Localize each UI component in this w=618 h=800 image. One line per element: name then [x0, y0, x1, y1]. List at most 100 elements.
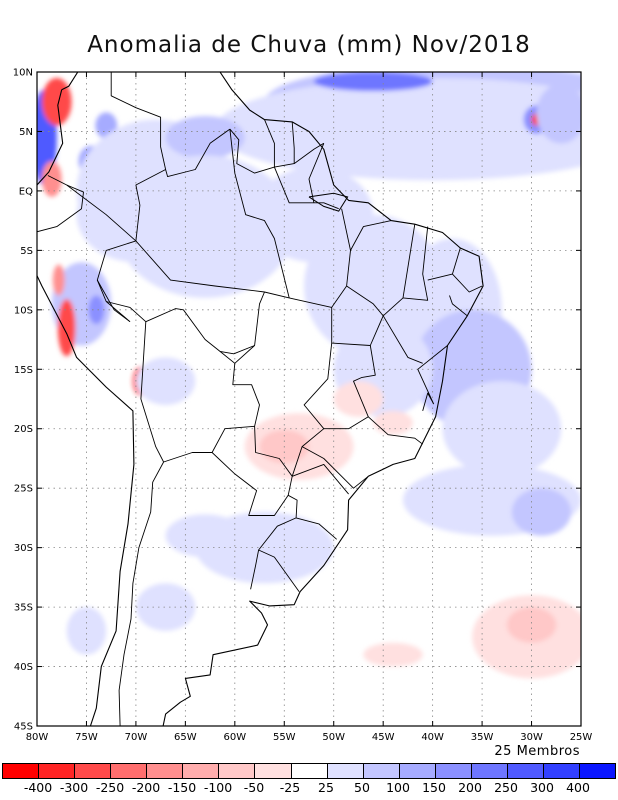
border-line — [140, 398, 255, 463]
coastline — [37, 72, 484, 726]
anomaly-blob-9 — [41, 161, 62, 197]
y-tick-label: EQ — [19, 186, 33, 197]
border-line — [211, 452, 289, 516]
colorbar-swatch-6 — [219, 764, 256, 778]
colorbar-swatch-12 — [435, 764, 472, 778]
border-line — [427, 273, 453, 281]
anomaly-blob-24 — [135, 357, 196, 405]
colorbar-swatch-14 — [507, 764, 544, 778]
colorbar-label: 50 — [354, 780, 370, 795]
anomaly-blob-37 — [165, 514, 245, 558]
anomaly-blob-3 — [313, 72, 433, 92]
border-line — [135, 128, 231, 241]
anomaly-blob-17 — [116, 155, 295, 298]
y-tick-label: 10N — [13, 68, 33, 79]
border-line — [346, 285, 384, 346]
y-tick-label: 40S — [14, 662, 33, 673]
map-title: Anomalia de Chuva (mm) Nov/2018 — [87, 32, 531, 58]
colorbar-label: 150 — [422, 780, 446, 795]
colorbar — [2, 763, 616, 779]
colorbar-label: 200 — [458, 780, 482, 795]
colorbar-label: -200 — [131, 780, 161, 795]
anomaly-blob-6 — [536, 83, 581, 144]
border-line — [291, 343, 333, 477]
x-tick-label: 55W — [273, 732, 296, 743]
border-line — [37, 175, 84, 233]
colorbar-label: 300 — [530, 780, 554, 795]
x-tick-label: 75W — [75, 732, 98, 743]
colorbar-label: 100 — [386, 780, 410, 795]
y-tick-label: 5S — [20, 246, 33, 257]
border-line — [308, 143, 325, 203]
colorbar-swatch-2 — [75, 764, 112, 778]
colorbar-swatch-10 — [363, 764, 400, 778]
colorbar-label: -300 — [59, 780, 89, 795]
colorbar-label: -50 — [243, 780, 265, 795]
anomaly-blob-39 — [506, 607, 557, 643]
colorbar-label: 250 — [494, 780, 518, 795]
border-line — [291, 121, 295, 164]
y-tick-label: 30S — [14, 543, 33, 554]
border-line — [417, 345, 448, 412]
y-tick-label: 45S — [14, 722, 33, 733]
lat-lon-grid — [37, 72, 581, 726]
anomaly-blob-41 — [135, 583, 196, 631]
border-line — [350, 220, 392, 251]
x-tick-label: 45W — [372, 732, 395, 743]
colorbar-labels: -400 -300 -250 -200 -150 -100 -50 -25 25 50 100 150… — [0, 780, 618, 796]
anomaly-blob-13 — [165, 115, 245, 159]
x-tick-label: 70W — [125, 732, 148, 743]
border-line — [118, 461, 164, 726]
anomaly-blob-35 — [511, 488, 572, 536]
border-line — [96, 279, 131, 323]
x-tick-label: 50W — [322, 732, 345, 743]
colorbar-swatch-1 — [39, 764, 76, 778]
y-tick-label: 20S — [14, 424, 33, 435]
map-frame — [36, 71, 582, 727]
colorbar-swatch-5 — [183, 764, 220, 778]
colorbar-swatch-4 — [147, 764, 184, 778]
colorbar-swatch-16 — [580, 764, 616, 778]
colorbar-swatch-0 — [3, 764, 40, 778]
border-line — [110, 72, 167, 170]
y-tick-label: 5N — [19, 127, 33, 138]
colorbar-label: 25 — [318, 780, 334, 795]
colorbar-label: -25 — [279, 780, 301, 795]
colorbar-swatch-13 — [471, 764, 508, 778]
x-tick-label: 60W — [224, 732, 247, 743]
anomaly-blob-21 — [57, 299, 76, 357]
colorbar-swatch-7 — [255, 764, 292, 778]
x-tick-label: 40W — [421, 732, 444, 743]
border-line — [367, 416, 423, 445]
border-line — [301, 446, 369, 489]
colorbar-label: -250 — [95, 780, 125, 795]
colorbar-label: -100 — [203, 780, 233, 795]
x-tick-label: 25W — [570, 732, 593, 743]
anomaly-blob-42 — [66, 607, 107, 655]
anomaly-blob-43 — [274, 13, 294, 37]
colorbar-label: -400 — [23, 780, 53, 795]
x-tick-label: 30W — [520, 732, 543, 743]
border-line — [250, 549, 260, 590]
border-line — [66, 184, 137, 242]
y-tick-label: 15S — [14, 365, 33, 376]
colorbar-swatch-8 — [291, 764, 328, 778]
anomaly-blob-33 — [373, 410, 413, 435]
anomaly-blob-8 — [41, 77, 72, 126]
border-line — [145, 308, 300, 592]
colorbar-swatch-9 — [327, 764, 364, 778]
anomaly-field — [37, 13, 581, 679]
x-tick-label: 35W — [471, 732, 494, 743]
colorbar-label: -150 — [167, 780, 197, 795]
border-line — [229, 128, 325, 174]
border-line — [234, 345, 255, 364]
colorbar-swatch-15 — [543, 764, 580, 778]
country-borders — [37, 72, 484, 726]
y-tick-label: 10S — [14, 305, 33, 316]
border-line — [219, 291, 265, 355]
anomaly-blob-32 — [333, 381, 384, 417]
colorbar-swatch-3 — [111, 764, 148, 778]
border-line — [323, 342, 376, 430]
x-tick-label: 65W — [174, 732, 197, 743]
